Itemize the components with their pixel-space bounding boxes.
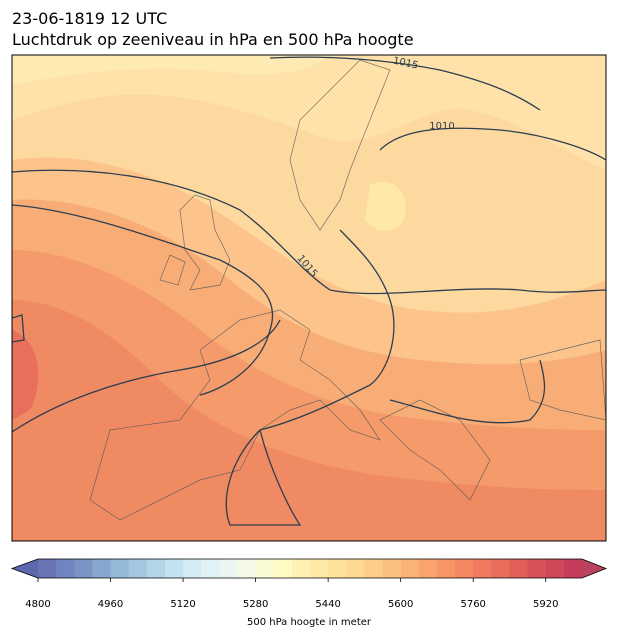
colorbar-cell <box>563 559 583 578</box>
colorbar-extend <box>12 559 38 578</box>
subtitle: Luchtdruk op zeeniveau in hPa en 500 hPa… <box>12 30 414 49</box>
tick-label: 5600 <box>388 599 413 610</box>
colorbar-cell <box>400 559 420 578</box>
isobar-label: 1010 <box>429 121 454 132</box>
colorbar-cell <box>291 559 311 578</box>
tick-label: 5120 <box>170 599 195 610</box>
colorbar-cell <box>310 559 329 578</box>
colorbar-cell <box>509 559 529 578</box>
map-frame <box>11 54 607 542</box>
colorbar-cell <box>219 559 238 578</box>
colorbar-cell <box>527 559 547 578</box>
field-band <box>12 330 39 420</box>
colorbar-cell <box>328 559 347 578</box>
colorbar-cell <box>255 559 275 578</box>
colorbar-cell <box>473 559 492 578</box>
colorbar-cell <box>418 559 438 578</box>
colorbar-cell <box>38 559 57 578</box>
colorbar-cell <box>237 559 257 578</box>
title: 23-06-1819 12 UTC <box>12 9 167 28</box>
colorbar-cell <box>455 559 474 578</box>
colorbar-cell <box>74 559 93 578</box>
colorbar-cell <box>183 559 202 578</box>
colorbar-cell <box>201 559 220 578</box>
field-band <box>12 55 330 85</box>
tick-label: 5920 <box>533 599 558 610</box>
colorbar-label: 500 hPa hoogte in meter <box>247 617 372 628</box>
tick-label: 5280 <box>243 599 268 610</box>
colorbar-cell <box>146 559 166 578</box>
isobar-label: 1015 <box>392 56 419 72</box>
colorbar-cell <box>346 559 365 578</box>
tick-label: 5760 <box>460 599 485 610</box>
colorbar-cell <box>164 559 184 578</box>
tick-label: 4800 <box>25 599 50 610</box>
colorbar-cell <box>545 559 565 578</box>
colorbar-cell <box>382 559 402 578</box>
colorbar: 4800 4960 5120 5280 5440 5600 5760 5920 <box>10 558 608 610</box>
tick-label: 5440 <box>315 599 340 610</box>
map: 1015 1010 1015 <box>12 55 606 541</box>
colorbar-cell <box>92 559 112 578</box>
colorbar-extend <box>582 559 606 578</box>
colorbar-cell <box>491 559 510 578</box>
field-band <box>12 300 606 541</box>
colorbar-cell <box>273 559 293 578</box>
colorbar-cell <box>128 559 148 578</box>
field-band <box>365 181 406 231</box>
colorbar-cell <box>436 559 456 578</box>
colorbar-cell <box>56 559 75 578</box>
colorbar-outline <box>10 558 608 579</box>
colorbar-cell <box>110 559 130 578</box>
colorbar-cell <box>364 559 384 578</box>
tick-label: 4960 <box>98 599 123 610</box>
field-band <box>12 55 606 170</box>
